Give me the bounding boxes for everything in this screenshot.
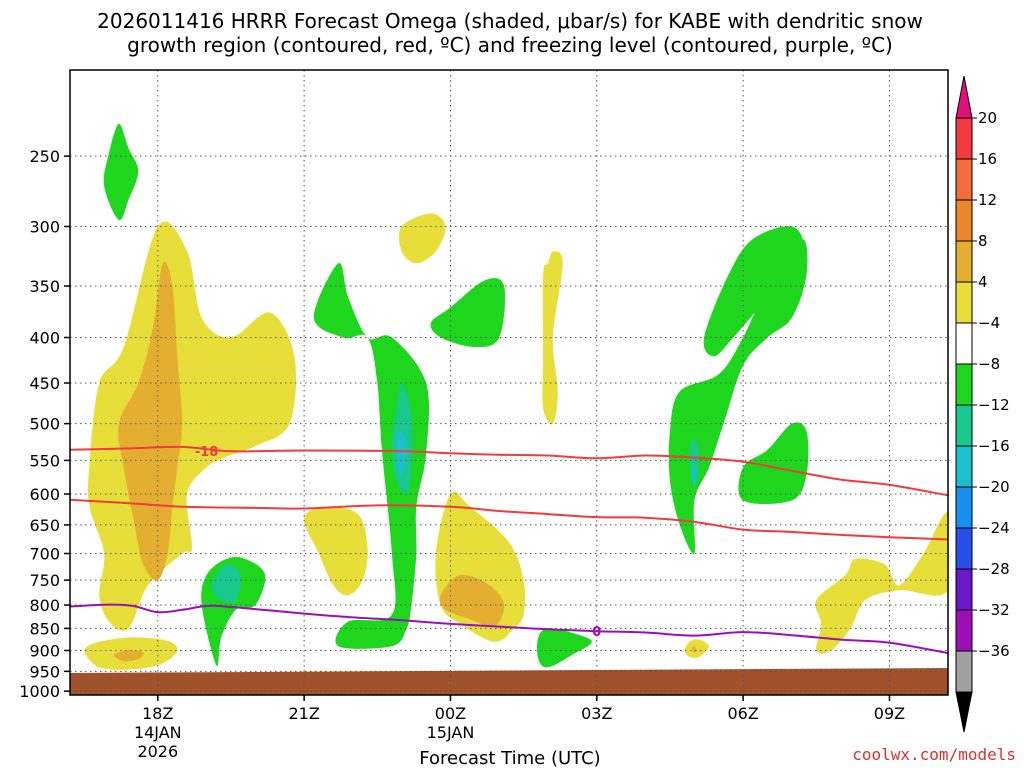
xtick-year-18Z: 2026	[137, 742, 178, 761]
ytick-label-450: 450	[29, 374, 60, 393]
contour-label-zero: 0	[592, 625, 601, 640]
omega-region-22	[691, 467, 697, 488]
colorbar-label-9: −20	[978, 478, 1010, 496]
colorbar-bottom-arrow	[955, 691, 973, 733]
colorbar-label-0: 20	[978, 109, 997, 127]
omega-region-8	[313, 262, 430, 649]
contour-line-2	[69, 603, 949, 655]
xtick-date-18Z: 14JAN	[134, 723, 182, 742]
colorbar-swatch-4	[955, 281, 973, 324]
omega-region-1	[118, 261, 183, 581]
colorbar-label-1: 16	[978, 150, 997, 168]
ytick-label-400: 400	[29, 329, 60, 348]
colorbar-label-10: −24	[978, 519, 1010, 537]
omega-region-4	[113, 650, 144, 662]
colorbar-swatch-11	[955, 568, 973, 611]
colorbar-swatch-8	[955, 445, 973, 488]
colorbar-label-2: 12	[978, 191, 997, 209]
ytick-label-700: 700	[29, 545, 60, 564]
chart-title-line2: growth region (contoured, red, ºC) and f…	[127, 33, 893, 57]
colorbar-top-arrow	[955, 75, 973, 119]
contour-line-1	[69, 498, 949, 541]
omega-region-21	[689, 438, 700, 485]
ytick-label-350: 350	[29, 277, 60, 296]
colorbar-label-11: −28	[978, 560, 1010, 578]
xtick-date-00Z: 15JAN	[427, 723, 475, 742]
colorbar-label-7: −12	[978, 396, 1010, 414]
ytick-label-1000: 1000	[19, 682, 60, 701]
omega-region-15	[542, 251, 563, 425]
xtick-label-03Z: 03Z	[581, 704, 612, 723]
contour-line-0	[69, 445, 949, 497]
x-axis-label: Forecast Time (UTC)	[419, 748, 600, 768]
omega-region-11	[398, 213, 446, 264]
ytick-label-800: 800	[29, 596, 60, 615]
colorbar-swatch-0	[955, 117, 973, 160]
colorbar-label-12: −32	[978, 601, 1010, 619]
colorbar-swatch-1	[955, 158, 973, 201]
omega-shaded-regions	[84, 123, 948, 670]
omega-region-6	[211, 564, 242, 603]
pressure-axis: 250 300 350 400 450 500 550 600 650 700 750 800 850 9…	[19, 147, 70, 701]
colorbar-swatch-6	[955, 363, 973, 406]
ytick-label-550: 550	[29, 451, 60, 470]
colorbar-label-13: −36	[978, 642, 1010, 660]
ytick-label-900: 900	[29, 641, 60, 660]
omega-region-17	[684, 639, 709, 658]
omega-region-24	[815, 512, 948, 654]
xtick-label-09Z: 09Z	[874, 704, 905, 723]
ytick-label-850: 850	[29, 619, 60, 638]
colorbar-label-3: 8	[978, 232, 988, 250]
grid-lines	[70, 70, 948, 695]
ytick-label-600: 600	[29, 485, 60, 504]
colorbar-swatch-9	[955, 486, 973, 529]
temperature-contours: -18 0	[69, 445, 949, 655]
ytick-label-500: 500	[29, 415, 60, 434]
omega-region-19	[668, 239, 808, 555]
omega-region-2	[103, 123, 139, 221]
colorbar-swatch-10	[955, 527, 973, 570]
xtick-label-18Z: 18Z	[142, 704, 173, 723]
omega-region-23	[738, 422, 809, 505]
xtick-label-06Z: 06Z	[727, 704, 758, 723]
colorbar-label-5: −4	[978, 314, 1000, 332]
omega-region-18	[691, 646, 697, 653]
ground-surface	[70, 668, 948, 695]
omega-region-16	[537, 628, 592, 668]
omega-region-14	[439, 574, 505, 627]
colorbar-swatch-5	[955, 322, 973, 365]
ytick-label-750: 750	[29, 571, 60, 590]
colorbar-swatch-13	[955, 650, 973, 693]
ytick-label-650: 650	[29, 516, 60, 535]
omega-region-12	[430, 278, 506, 348]
contour-label-minus18: -18	[195, 445, 219, 460]
colorbar-label-4: 4	[978, 273, 988, 291]
ytick-label-250: 250	[29, 147, 60, 166]
omega-region-7	[304, 506, 368, 596]
colorbar-swatch-3	[955, 240, 973, 283]
ytick-label-300: 300	[29, 217, 60, 236]
chart-title-line1: 2026011416 HRRR Forecast Omega (shaded, …	[97, 9, 923, 33]
colorbar-swatch-12	[955, 609, 973, 652]
omega-region-10	[396, 430, 407, 476]
colorbar-swatch-7	[955, 404, 973, 447]
ytick-label-950: 950	[29, 662, 60, 681]
omega-region-20	[703, 226, 804, 357]
xtick-label-00Z: 00Z	[435, 704, 466, 723]
colorbar-label-8: −16	[978, 437, 1010, 455]
colorbar-swatch-2	[955, 199, 973, 242]
colorbar: 20 16 12 8 4 −4 −8 −12 −16 −20 −24 −28 −32 −36	[955, 75, 1010, 733]
xtick-label-21Z: 21Z	[288, 704, 319, 723]
colorbar-label-6: −8	[978, 355, 1000, 373]
credit-text: coolwx.com/models	[852, 745, 1016, 764]
